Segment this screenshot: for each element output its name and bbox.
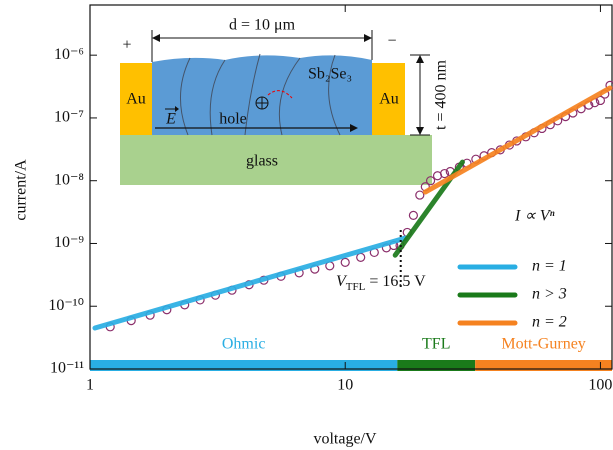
data-point (341, 258, 349, 266)
data-point (416, 191, 424, 199)
y-tick-label: 10⁻⁸ (54, 171, 84, 188)
legend-label: n = 1 (532, 258, 567, 275)
data-point (357, 253, 365, 261)
thickness-label: t = 400 nm (433, 59, 450, 129)
inset-diagram: + − d = 10 μm t = 400 nm Au Au Sb₂Se₃ ho… (120, 17, 450, 185)
region-label: Mott-Gurney (501, 336, 585, 353)
substrate-label: glass (246, 153, 278, 170)
electrode-label: Au (126, 91, 146, 108)
chart: + − d = 10 μm t = 400 nm Au Au Sb₂Se₃ ho… (0, 0, 613, 450)
annotation-part: TFL (346, 281, 366, 293)
x-tick-label: 100 (588, 377, 612, 394)
width-label: d = 10 μm (229, 17, 296, 34)
film-label: Sb₂Se₃ (308, 66, 352, 83)
field-label: E (165, 111, 176, 128)
electrode-label: Au (379, 91, 399, 108)
x-tick-label: 10 (337, 377, 353, 394)
legend-label: n = 2 (532, 314, 567, 331)
y-tick-label: 10⁻⁹ (54, 234, 84, 251)
carrier-label: hole (219, 111, 247, 128)
legend-title: I ∝ Vⁿ (514, 208, 555, 225)
tfl-annotation: VTFL = 16.5 V (336, 273, 426, 293)
polarity: + (122, 37, 131, 54)
y-tick-label: 10⁻⁷ (54, 109, 84, 126)
region-label: Ohmic (222, 336, 266, 353)
fit-line (425, 88, 610, 192)
legend-label: n > 3 (532, 286, 567, 303)
y-tick-label: 10⁻⁶ (54, 46, 84, 63)
y-tick-label: 10⁻¹⁰ (48, 297, 84, 314)
annotation-part: = 16.5 V (365, 273, 426, 290)
data-point (409, 211, 417, 219)
polarity: − (387, 33, 396, 50)
x-tick-label: 1 (86, 377, 94, 394)
region-label: TFL (422, 336, 450, 353)
y-axis-label: current/A (13, 159, 30, 221)
y-tick-label: 10⁻¹¹ (50, 360, 84, 377)
x-axis-label: voltage/V (313, 431, 377, 448)
page: + − d = 10 μm t = 400 nm Au Au Sb₂Se₃ ho… (0, 0, 613, 450)
